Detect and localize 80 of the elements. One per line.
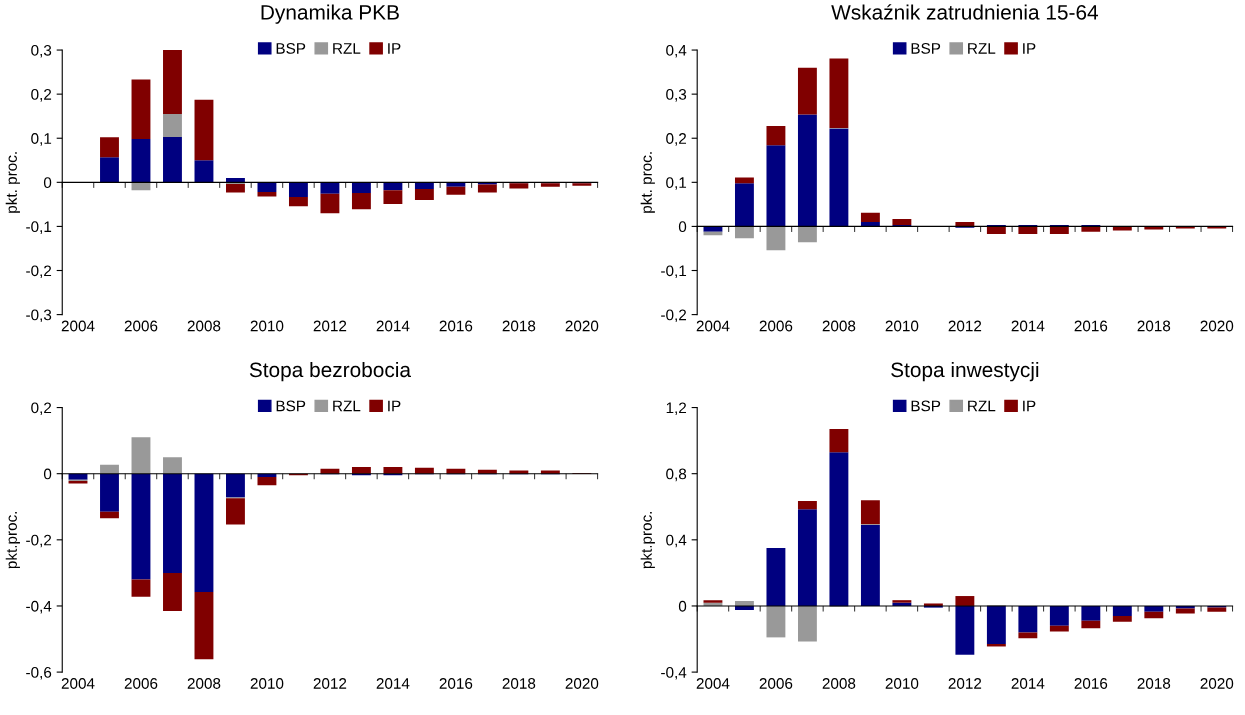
x-tick-label: 2012 bbox=[948, 320, 982, 332]
x-tick-label: 2012 bbox=[948, 678, 982, 689]
x-tick-label: 2020 bbox=[565, 320, 599, 332]
x-tick-label: 2006 bbox=[759, 320, 793, 332]
chart-title: Stopa inwestycji bbox=[891, 361, 1039, 382]
y-tick-label: 0,2 bbox=[31, 402, 52, 416]
y-tick-label: 0 bbox=[678, 221, 687, 233]
x-tick-label: 2014 bbox=[376, 320, 410, 332]
x-tick-label: 2016 bbox=[439, 320, 473, 332]
x-tick-label: 2016 bbox=[439, 678, 473, 689]
x-tick-label: 2012 bbox=[313, 320, 347, 332]
legend-label: IP bbox=[388, 400, 401, 412]
x-tick-label: 2004 bbox=[696, 678, 730, 689]
x-tick-label: 2008 bbox=[187, 678, 221, 689]
x-tick-label: 2014 bbox=[1011, 678, 1045, 689]
chart-title: Dynamika PKB bbox=[261, 4, 399, 24]
x-tick-label: 2004 bbox=[696, 320, 730, 332]
x-tick-label: 2016 bbox=[1074, 678, 1108, 689]
y-tick-label: 0,1 bbox=[31, 133, 52, 146]
legend-label: RZL bbox=[968, 400, 996, 412]
chart-title: Wskaźnik zatrudnienia 15-64 bbox=[831, 4, 1099, 20]
legend-label: RZL bbox=[333, 400, 361, 412]
x-tick-label: 2018 bbox=[1137, 320, 1171, 332]
x-tick-label: 2010 bbox=[885, 320, 919, 332]
y-axis-title: pkt.proc. bbox=[5, 511, 20, 569]
legend-label: RZL bbox=[968, 43, 996, 54]
y-tick-label: 0 bbox=[43, 177, 52, 189]
x-tick-label: 2008 bbox=[822, 678, 856, 689]
y-tick-label: -0,4 bbox=[661, 666, 687, 680]
x-tick-label: 2006 bbox=[124, 320, 158, 332]
y-tick-label: -0,6 bbox=[26, 666, 52, 680]
legend-label: IP bbox=[388, 43, 401, 54]
x-tick-label: 2016 bbox=[1074, 320, 1108, 332]
x-tick-label: 2018 bbox=[1137, 678, 1171, 689]
y-tick-label: -0,2 bbox=[26, 265, 52, 278]
y-tick-label: 0 bbox=[678, 600, 687, 612]
legend-label: IP bbox=[1023, 43, 1036, 54]
x-tick-label: 2008 bbox=[822, 320, 856, 332]
x-tick-label: 2008 bbox=[187, 320, 221, 332]
y-tick-label: 0,8 bbox=[666, 468, 687, 482]
x-tick-label: 2012 bbox=[313, 678, 347, 689]
x-tick-label: 2018 bbox=[502, 320, 536, 332]
y-tick-label: 0 bbox=[43, 468, 52, 480]
x-tick-label: 2010 bbox=[250, 678, 284, 689]
y-axis-title: pkt. proc. bbox=[5, 152, 20, 213]
chart-title: Stopa bezrobocia bbox=[249, 361, 411, 382]
x-tick-label: 2014 bbox=[376, 678, 410, 689]
legend-label: RZL bbox=[333, 43, 361, 54]
y-tick-label: -0,2 bbox=[661, 309, 687, 323]
y-tick-label: 1,2 bbox=[666, 402, 687, 416]
y-tick-label: 0,3 bbox=[666, 89, 687, 102]
x-tick-label: 2014 bbox=[1011, 320, 1045, 332]
y-tick-label: 0,2 bbox=[666, 133, 687, 146]
y-tick-label: 0,4 bbox=[666, 44, 687, 58]
x-tick-label: 2020 bbox=[1200, 320, 1234, 332]
y-axis-title: pkt.proc. bbox=[640, 511, 655, 569]
y-tick-label: -0,4 bbox=[26, 600, 52, 614]
x-tick-label: 2004 bbox=[61, 320, 95, 332]
y-tick-label: -0,3 bbox=[26, 309, 52, 323]
y-tick-label: -0,2 bbox=[26, 534, 52, 548]
legend-label: BSP bbox=[911, 400, 941, 412]
x-tick-label: 2018 bbox=[502, 678, 536, 689]
x-tick-label: 2006 bbox=[124, 678, 158, 689]
x-tick-label: 2010 bbox=[250, 320, 284, 332]
x-tick-label: 2010 bbox=[885, 678, 919, 689]
x-tick-label: 2020 bbox=[1200, 678, 1234, 689]
y-tick-label: 0,1 bbox=[666, 177, 687, 190]
y-tick-label: 0,4 bbox=[666, 534, 687, 548]
x-tick-label: 2004 bbox=[61, 678, 95, 689]
y-tick-label: 0,3 bbox=[31, 44, 52, 58]
y-tick-label: 0,2 bbox=[31, 89, 52, 102]
y-tick-label: -0,1 bbox=[661, 265, 687, 278]
y-tick-label: -0,1 bbox=[26, 221, 52, 234]
legend-label: BSP bbox=[276, 43, 306, 54]
x-tick-label: 2006 bbox=[759, 678, 793, 689]
y-axis-title: pkt. proc. bbox=[640, 152, 655, 213]
legend-label: BSP bbox=[911, 43, 941, 54]
x-tick-label: 2020 bbox=[565, 678, 599, 689]
legend-label: BSP bbox=[276, 400, 306, 412]
legend-label: IP bbox=[1023, 400, 1036, 412]
